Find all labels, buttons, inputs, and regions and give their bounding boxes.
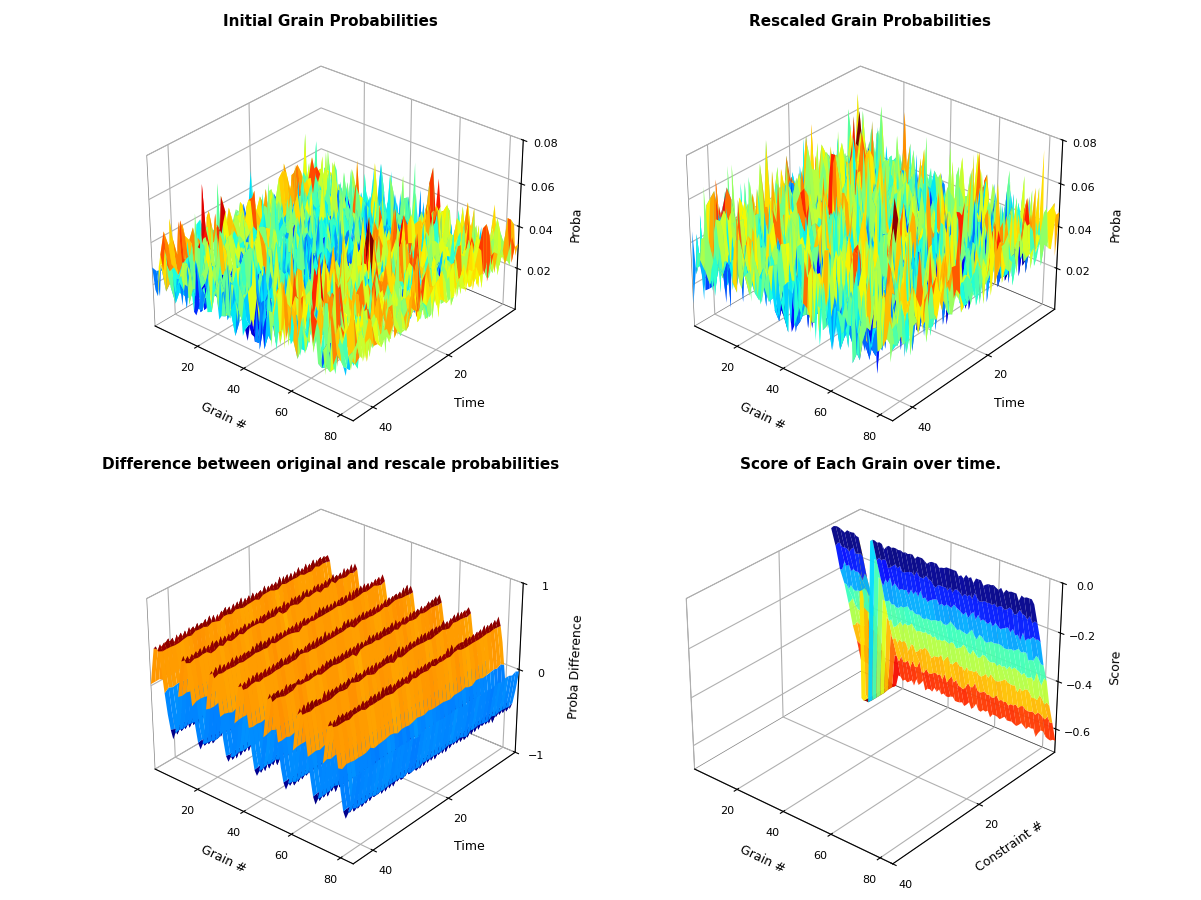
Title: Rescaled Grain Probabilities: Rescaled Grain Probabilities bbox=[749, 14, 991, 29]
X-axis label: Grain #: Grain # bbox=[198, 400, 247, 432]
Y-axis label: Time: Time bbox=[454, 397, 485, 410]
Y-axis label: Constraint #: Constraint # bbox=[973, 819, 1046, 875]
Title: Difference between original and rescale probabilities: Difference between original and rescale … bbox=[102, 457, 560, 472]
Title: Score of Each Grain over time.: Score of Each Grain over time. bbox=[740, 457, 1000, 472]
X-axis label: Grain #: Grain # bbox=[739, 842, 788, 876]
X-axis label: Grain #: Grain # bbox=[198, 842, 247, 876]
X-axis label: Grain #: Grain # bbox=[739, 400, 788, 432]
Title: Initial Grain Probabilities: Initial Grain Probabilities bbox=[223, 14, 438, 29]
Y-axis label: Time: Time bbox=[454, 841, 485, 853]
Y-axis label: Time: Time bbox=[994, 397, 1024, 410]
